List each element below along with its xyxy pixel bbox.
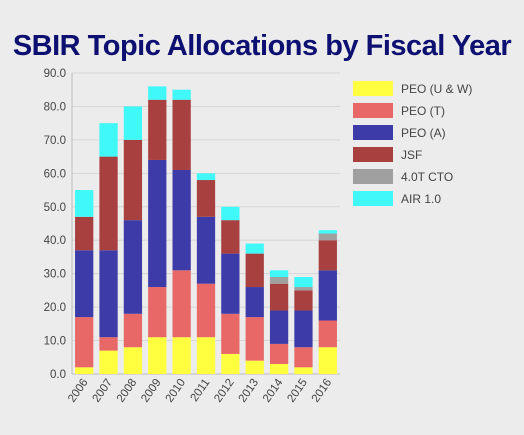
legend-swatch [353,81,393,96]
bar-segment [123,313,143,348]
bar-segment [294,290,313,311]
bar-segment [196,180,216,217]
legend-swatch [353,147,393,162]
bar-segment [294,367,313,374]
bar-segment [318,233,337,241]
bar-segment [318,320,337,348]
bar-segment [294,347,313,368]
bar-segment [99,337,118,351]
bar-segment [196,216,216,284]
bar-segment [172,89,191,100]
bar-segment [318,240,337,271]
bar-segment [99,123,118,157]
bar-segment [75,317,94,368]
bar-segment [245,317,264,361]
bar-segment [99,250,118,338]
x-tick-label: 2009 [139,377,164,405]
bar-segment [172,270,191,338]
y-tick-label: 10.0 [44,336,66,348]
bar-segment [123,220,143,314]
bar-segment [148,287,167,338]
bar-segment [148,337,167,374]
bar-segment [196,337,216,374]
bar-segment [75,190,94,217]
y-tick-label: 20.0 [44,302,66,314]
chart-title: SBIR Topic Allocations by Fiscal Year [12,30,512,62]
bar-segment [172,99,191,170]
x-tick-label: 2016 [310,377,335,405]
bar-segment [99,350,118,374]
bar-segment [269,277,289,284]
bar-segment [318,270,337,321]
x-tick-label: 2010 [164,377,189,405]
bar-segment [123,139,143,221]
x-tick-label: 2015 [285,377,310,405]
bar-segment [99,156,118,251]
bar-segment [221,253,240,314]
bar-segment [269,363,289,374]
x-tick-label: 2012 [212,377,237,405]
bar-segment [269,283,289,311]
bar-segment [196,173,216,181]
bar-segment [75,216,94,251]
bar-segment [269,270,289,278]
bar-segment [269,343,289,364]
legend-swatch [353,191,393,206]
bar-segment [123,347,143,374]
legend-swatch [353,169,393,184]
y-tick-label: 80.0 [44,101,66,113]
bar-segment [148,159,167,288]
y-tick-label: 90.0 [44,68,66,80]
legend-label: JSF [401,148,422,162]
bar-segment [245,253,264,288]
bar-segment [172,337,191,374]
y-tick-label: 60.0 [44,168,66,180]
bar-segment [294,277,313,288]
x-tick-label: 2006 [66,377,91,405]
bar-segment [245,287,264,318]
legend-swatch [353,103,393,118]
bar-segment [221,206,240,221]
legend-swatch [353,125,393,140]
legend-label: PEO (A) [401,126,446,140]
bar-segment [221,220,240,254]
x-tick-label: 2008 [115,377,140,405]
bar-segment [148,99,167,160]
bar-segment [75,367,94,374]
bar-segment [245,360,264,374]
x-tick-label: 2013 [237,377,262,405]
bar-segment [245,243,264,254]
legend-label: AIR 1.0 [401,192,441,206]
y-tick-label: 30.0 [44,269,66,281]
bar-segment [123,106,143,140]
y-tick-label: 50.0 [44,202,66,214]
bar-segment [318,230,337,234]
y-tick-label: 0.0 [50,369,66,381]
bar-segment [172,169,191,271]
bar-segment [269,310,289,344]
legend-label: PEO (T) [401,104,445,118]
y-tick-label: 70.0 [44,135,66,147]
bar-segment [221,353,240,374]
legend-label: PEO (U & W) [401,82,472,96]
x-tick-label: 2007 [90,377,115,405]
bar-segment [318,347,337,374]
bar-segment [294,287,313,291]
x-tick-label: 2011 [188,377,212,404]
legend-label: 4.0T CTO [401,170,453,184]
bar-segment [75,250,94,318]
bar-segment [221,313,240,354]
bar-segment [294,310,313,348]
bar-segment [196,283,216,338]
x-tick-label: 2014 [261,376,286,404]
y-tick-label: 40.0 [44,235,66,247]
bar-segment [148,86,167,100]
